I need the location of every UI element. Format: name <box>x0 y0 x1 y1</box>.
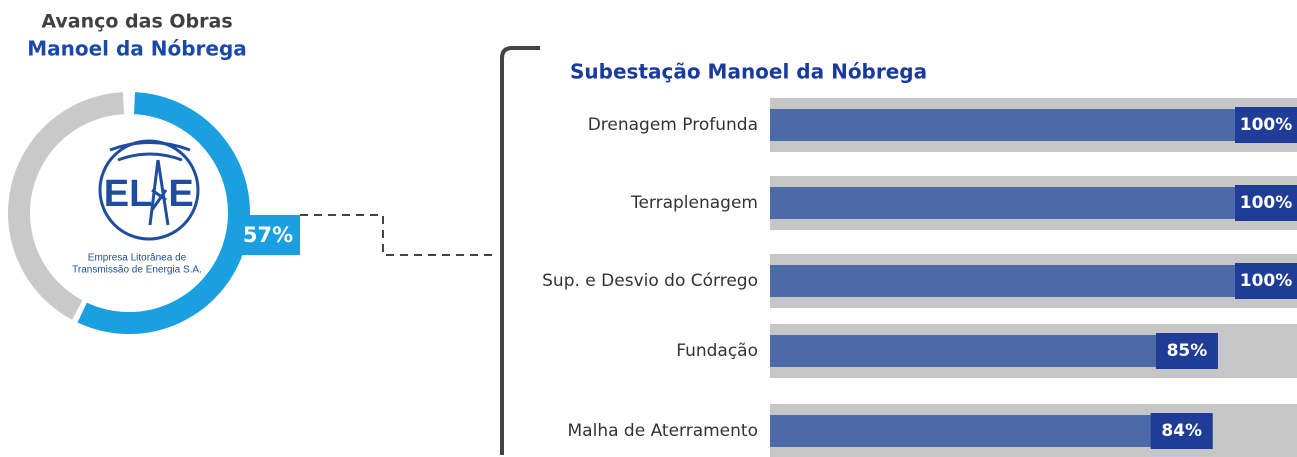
logo-tower <box>148 159 170 226</box>
logo-letters: EL <box>104 173 153 215</box>
donut-track <box>8 92 125 320</box>
bar <box>770 415 1213 447</box>
bracket <box>500 46 540 455</box>
bar <box>770 187 1297 219</box>
value-label: 85% <box>1167 341 1208 361</box>
value-label-box <box>1155 333 1218 369</box>
value-label: 100% <box>1240 271 1293 291</box>
bar <box>770 109 1297 141</box>
donut-label-box <box>236 215 300 255</box>
category-label: Malha de Aterramento <box>568 421 758 441</box>
bar-title: Subestação Manoel da Nóbrega <box>570 60 927 84</box>
value-label-box <box>1235 263 1297 299</box>
donut-label: 57% <box>243 223 293 247</box>
logo-caption: Transmissão de Energia S.A. <box>72 265 202 276</box>
category-label: Terraplenagem <box>630 193 758 213</box>
logo: EL E Empresa Litorânea de Transmissão de… <box>72 139 202 276</box>
logo-ring <box>98 139 200 241</box>
donut-value <box>77 92 250 334</box>
value-label: 100% <box>1240 193 1293 213</box>
bar <box>770 335 1218 367</box>
category-label: Fundação <box>676 341 758 361</box>
connector <box>300 214 495 256</box>
bar <box>770 265 1297 297</box>
donut-title: Avanço das Obras <box>41 11 232 33</box>
value-label: 100% <box>1240 115 1293 135</box>
logo-letters: E <box>168 173 193 215</box>
value-label-box <box>1235 107 1297 143</box>
value-label-box <box>1150 413 1213 449</box>
value-label-box <box>1235 185 1297 221</box>
donut-subtitle: Manoel da Nóbrega <box>27 37 247 61</box>
logo-caption: Empresa Litorânea de <box>88 253 187 264</box>
logo-lines <box>109 141 191 162</box>
value-label: 84% <box>1161 421 1202 441</box>
category-label: Drenagem Profunda <box>588 115 758 135</box>
category-label: Sup. e Desvio do Córrego <box>542 271 758 291</box>
